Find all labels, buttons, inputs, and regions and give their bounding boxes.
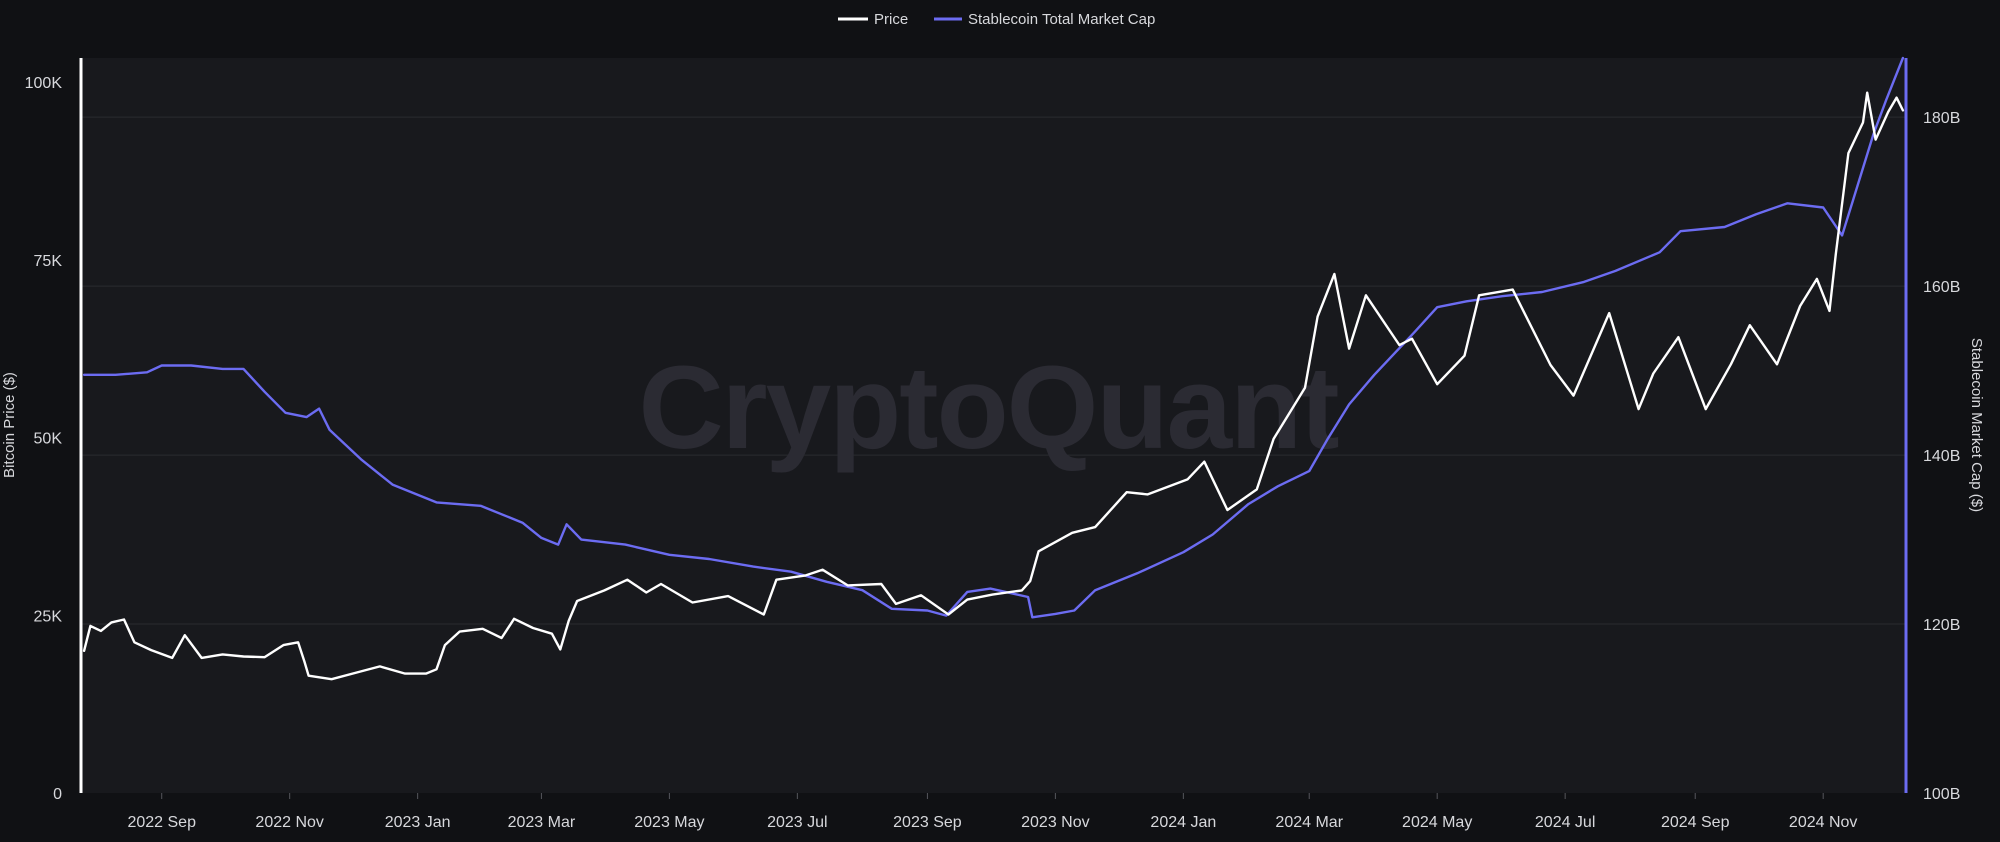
x-tick-label: 2024 Mar: [1275, 814, 1343, 831]
legend-item-stablecoin[interactable]: Stablecoin Total Market Cap: [934, 11, 1155, 28]
legend-label-stablecoin: Stablecoin Total Market Cap: [968, 11, 1155, 28]
y-left-tick-label: 0: [53, 786, 62, 803]
y-left-tick-label: 75K: [34, 253, 63, 270]
y-right-tick-label: 120B: [1923, 617, 1960, 634]
x-tick-label: 2023 May: [634, 814, 704, 831]
x-tick-label: 2023 Nov: [1021, 814, 1090, 831]
right-axis-ticks: 100B 120B 140B 160B 180B: [1923, 110, 1960, 803]
series-line-stablecoin: [82, 56, 1905, 619]
y-right-tick-label: 180B: [1923, 110, 1960, 127]
x-tick-label: 2022 Nov: [255, 814, 324, 831]
x-tick-label: 2023 Mar: [508, 814, 576, 831]
series-line-price: [82, 91, 1905, 681]
legend-item-price[interactable]: Price: [838, 11, 908, 28]
y-right-tick-label: 100B: [1923, 786, 1960, 803]
gridlines: [82, 116, 1905, 625]
x-tick-label: 2024 May: [1402, 814, 1472, 831]
watermark: CryptoQuant: [638, 342, 1338, 474]
y-right-tick-label: 160B: [1923, 279, 1960, 296]
x-tick-label: 2022 Sep: [127, 814, 196, 831]
x-tick-label: 2024 Nov: [1789, 814, 1858, 831]
series-layer: [82, 56, 1905, 681]
y-left-tick-label: 100K: [25, 75, 63, 92]
y-left-tick-label: 50K: [34, 431, 63, 448]
right-axis-title: Stablecoin Market Cap ($): [1968, 338, 1985, 512]
x-axis-ticks: 2022 Sep 2022 Nov 2023 Jan 2023 Mar 2023 May…: [127, 793, 1857, 831]
x-tick-label: 2024 Sep: [1661, 814, 1730, 831]
x-tick-label: 2024 Jul: [1535, 814, 1596, 831]
x-tick-label: 2024 Jan: [1150, 814, 1216, 831]
plot-area: [82, 58, 1905, 793]
left-axis-ticks: 0 25K 50K 75K 100K: [25, 75, 63, 803]
y-right-tick-label: 140B: [1923, 448, 1960, 465]
y-left-tick-label: 25K: [34, 608, 63, 625]
x-tick-label: 2023 Jul: [767, 814, 828, 831]
x-tick-label: 2023 Jan: [385, 814, 451, 831]
legend: Price Stablecoin Total Market Cap: [838, 11, 1155, 28]
left-axis-title: Bitcoin Price ($): [1, 372, 18, 478]
x-tick-label: 2023 Sep: [893, 814, 962, 831]
legend-label-price: Price: [874, 11, 908, 28]
